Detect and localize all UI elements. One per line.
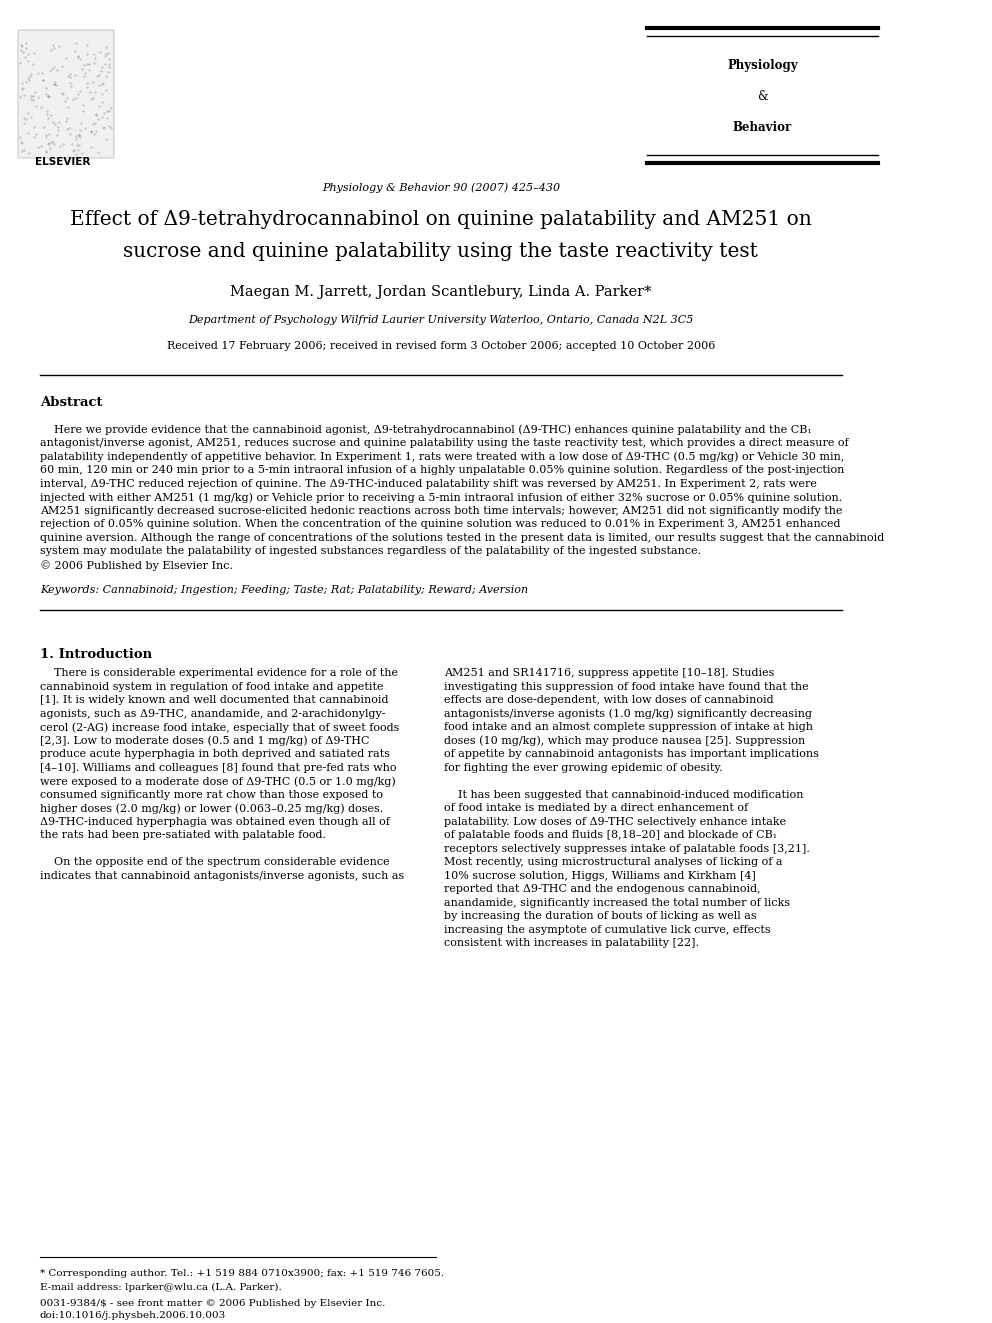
Text: E-mail address: lparker@wlu.ca (L.A. Parker).: E-mail address: lparker@wlu.ca (L.A. Par… <box>40 1282 282 1291</box>
Text: food intake and an almost complete suppression of intake at high: food intake and an almost complete suppr… <box>444 722 813 732</box>
Text: Keywords: Cannabinoid; Ingestion; Feeding; Taste; Rat; Palatability; Reward; Ave: Keywords: Cannabinoid; Ingestion; Feedin… <box>40 585 528 595</box>
Text: Received 17 February 2006; received in revised form 3 October 2006; accepted 10 : Received 17 February 2006; received in r… <box>167 341 715 351</box>
Text: 60 min, 120 min or 240 min prior to a 5-min intraoral infusion of a highly unpal: 60 min, 120 min or 240 min prior to a 5-… <box>40 466 844 475</box>
Text: AM251 and SR141716, suppress appetite [10–18]. Studies: AM251 and SR141716, suppress appetite [1… <box>444 668 775 679</box>
Text: * Corresponding author. Tel.: +1 519 884 0710x3900; fax: +1 519 746 7605.: * Corresponding author. Tel.: +1 519 884… <box>40 1270 444 1278</box>
Text: antagonist/inverse agonist, AM251, reduces sucrose and quinine palatability usin: antagonist/inverse agonist, AM251, reduc… <box>40 438 848 448</box>
Text: There is considerable experimental evidence for a role of the: There is considerable experimental evide… <box>40 668 398 679</box>
Text: 10% sucrose solution, Higgs, Williams and Kirkham [4]: 10% sucrose solution, Higgs, Williams an… <box>444 871 756 881</box>
Text: Maegan M. Jarrett, Jordan Scantlebury, Linda A. Parker*: Maegan M. Jarrett, Jordan Scantlebury, L… <box>230 284 652 299</box>
Text: Abstract: Abstract <box>40 397 102 409</box>
Text: 0031-9384/$ - see front matter © 2006 Published by Elsevier Inc.: 0031-9384/$ - see front matter © 2006 Pu… <box>40 1299 385 1308</box>
Text: &: & <box>757 90 768 103</box>
Text: cannabinoid system in regulation of food intake and appetite: cannabinoid system in regulation of food… <box>40 681 384 692</box>
Text: of palatable foods and fluids [8,18–20] and blockade of CB₁: of palatable foods and fluids [8,18–20] … <box>444 830 778 840</box>
Text: receptors selectively suppresses intake of palatable foods [3,21].: receptors selectively suppresses intake … <box>444 844 810 853</box>
Text: for fighting the ever growing epidemic of obesity.: for fighting the ever growing epidemic o… <box>444 762 723 773</box>
Text: sucrose and quinine palatability using the taste reactivity test: sucrose and quinine palatability using t… <box>123 242 758 262</box>
Text: [2,3]. Low to moderate doses (0.5 and 1 mg/kg) of Δ9-THC: [2,3]. Low to moderate doses (0.5 and 1 … <box>40 736 369 746</box>
Text: Physiology & Behavior 90 (2007) 425–430: Physiology & Behavior 90 (2007) 425–430 <box>321 183 559 193</box>
Text: agonists, such as Δ9-THC, anandamide, and 2-arachidonylgy-: agonists, such as Δ9-THC, anandamide, an… <box>40 709 386 718</box>
Text: injected with either AM251 (1 mg/kg) or Vehicle prior to receiving a 5-min intra: injected with either AM251 (1 mg/kg) or … <box>40 492 842 503</box>
Text: investigating this suppression of food intake have found that the: investigating this suppression of food i… <box>444 681 809 692</box>
Text: rejection of 0.05% quinine solution. When the concentration of the quinine solut: rejection of 0.05% quinine solution. Whe… <box>40 520 840 529</box>
Text: consistent with increases in palatability [22].: consistent with increases in palatabilit… <box>444 938 699 949</box>
Text: Most recently, using microstructural analyses of licking of a: Most recently, using microstructural ana… <box>444 857 783 867</box>
Text: increasing the asymptote of cumulative lick curve, effects: increasing the asymptote of cumulative l… <box>444 925 771 934</box>
Bar <box>18 30 114 157</box>
Text: [4–10]. Williams and colleagues [8] found that pre-fed rats who: [4–10]. Williams and colleagues [8] foun… <box>40 762 397 773</box>
Text: effects are dose-dependent, with low doses of cannabinoid: effects are dose-dependent, with low dos… <box>444 695 774 705</box>
Text: © 2006 Published by Elsevier Inc.: © 2006 Published by Elsevier Inc. <box>40 560 233 570</box>
Text: anandamide, significantly increased the total number of licks: anandamide, significantly increased the … <box>444 897 791 908</box>
Text: Department of Psychology Wilfrid Laurier University Waterloo, Ontario, Canada N2: Department of Psychology Wilfrid Laurier… <box>188 315 693 325</box>
Text: reported that Δ9-THC and the endogenous cannabinoid,: reported that Δ9-THC and the endogenous … <box>444 884 761 894</box>
Text: indicates that cannabinoid antagonists/inverse agonists, such as: indicates that cannabinoid antagonists/i… <box>40 871 405 881</box>
Text: Behavior: Behavior <box>733 122 793 135</box>
Text: were exposed to a moderate dose of Δ9-THC (0.5 or 1.0 mg/kg): were exposed to a moderate dose of Δ9-TH… <box>40 777 396 787</box>
Text: Effect of Δ9-tetrahydrocannabinol on quinine palatability and AM251 on: Effect of Δ9-tetrahydrocannabinol on qui… <box>70 210 811 229</box>
Text: by increasing the duration of bouts of licking as well as: by increasing the duration of bouts of l… <box>444 912 757 921</box>
Text: 1. Introduction: 1. Introduction <box>40 648 152 662</box>
Text: ELSEVIER: ELSEVIER <box>35 157 90 167</box>
Text: produce acute hyperphagia in both deprived and satiated rats: produce acute hyperphagia in both depriv… <box>40 749 390 759</box>
Text: doi:10.1016/j.physbeh.2006.10.003: doi:10.1016/j.physbeh.2006.10.003 <box>40 1311 226 1320</box>
Text: AM251 significantly decreased sucrose-elicited hedonic reactions across both tim: AM251 significantly decreased sucrose-el… <box>40 505 842 516</box>
Text: palatability independently of appetitive behavior. In Experiment 1, rats were tr: palatability independently of appetitive… <box>40 452 844 462</box>
Text: higher doses (2.0 mg/kg) or lower (0.063–0.25 mg/kg) doses.: higher doses (2.0 mg/kg) or lower (0.063… <box>40 803 383 814</box>
Text: doses (10 mg/kg), which may produce nausea [25]. Suppression: doses (10 mg/kg), which may produce naus… <box>444 736 806 746</box>
Text: quinine aversion. Although the range of concentrations of the solutions tested i: quinine aversion. Although the range of … <box>40 533 884 542</box>
Text: of appetite by cannabinoid antagonists has important implications: of appetite by cannabinoid antagonists h… <box>444 749 819 759</box>
Text: the rats had been pre-satiated with palatable food.: the rats had been pre-satiated with pala… <box>40 830 326 840</box>
Text: cerol (2-AG) increase food intake, especially that of sweet foods: cerol (2-AG) increase food intake, espec… <box>40 722 400 733</box>
Text: of food intake is mediated by a direct enhancement of: of food intake is mediated by a direct e… <box>444 803 749 814</box>
Text: On the opposite end of the spectrum considerable evidence: On the opposite end of the spectrum cons… <box>40 857 390 867</box>
Text: consumed significantly more rat chow than those exposed to: consumed significantly more rat chow tha… <box>40 790 383 799</box>
Text: It has been suggested that cannabinoid-induced modification: It has been suggested that cannabinoid-i… <box>444 790 804 799</box>
Text: Δ9-THC-induced hyperphagia was obtained even though all of: Δ9-THC-induced hyperphagia was obtained … <box>40 816 390 827</box>
Text: [1]. It is widely known and well documented that cannabinoid: [1]. It is widely known and well documen… <box>40 695 389 705</box>
Text: interval, Δ9-THC reduced rejection of quinine. The Δ9-THC-induced palatability s: interval, Δ9-THC reduced rejection of qu… <box>40 479 816 488</box>
Text: palatability. Low doses of Δ9-THC selectively enhance intake: palatability. Low doses of Δ9-THC select… <box>444 816 787 827</box>
Text: Physiology: Physiology <box>727 60 798 73</box>
Text: Here we provide evidence that the cannabinoid agonist, Δ9-tetrahydrocannabinol (: Here we provide evidence that the cannab… <box>40 425 811 435</box>
Text: system may modulate the palatability of ingested substances regardless of the pa: system may modulate the palatability of … <box>40 546 701 556</box>
Text: antagonists/inverse agonists (1.0 mg/kg) significantly decreasing: antagonists/inverse agonists (1.0 mg/kg)… <box>444 709 812 720</box>
